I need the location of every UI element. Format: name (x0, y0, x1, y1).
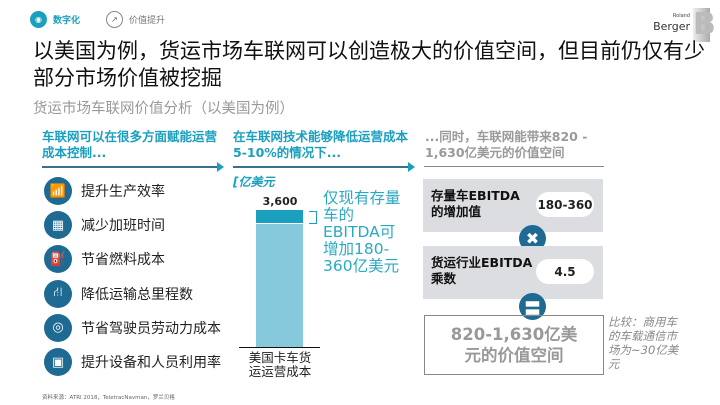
benefit-label: 节省驾驶员劳动力成本 (81, 320, 221, 337)
truck-icon: ▣ (44, 348, 72, 376)
tag-label: 数字化 (53, 16, 81, 26)
steering-wheel-icon: ◎ (44, 313, 72, 342)
bar-category-label: 美国卡车货运运营成本 (248, 350, 312, 379)
tag-digital: ◉ 数字化 (30, 11, 80, 28)
bracket (309, 211, 317, 224)
page-title: 以美国为例，货运市场车联网可以创造极大的价值空间，但目前仍仅有少部分市场价值被挖… (33, 39, 705, 90)
annotation-text: 仅现有存量车的EBITDA可增加180-360亿美元 (323, 189, 401, 275)
calendar-icon: ▦ (44, 211, 72, 240)
ebitda-increase-box: 存量车EBITDA的增加值 180-360 (423, 179, 603, 232)
benefit-item: ◎ 节省驾驶员劳动力成本 (44, 313, 221, 342)
comparison-note: 比较：商用车的车载通信市场为~30亿美元 (608, 315, 679, 371)
benefit-item: ⛙ 降低运输总里程数 (44, 279, 193, 308)
col3-divider (424, 166, 604, 167)
col3-header: ...同时，车联网能带来820 - 1,630亿美元的价值空间 (425, 129, 588, 160)
result-text: 820-1,630亿美元的价值空间 (450, 325, 578, 365)
x-axis-line (239, 347, 320, 348)
benefit-item: ▣ 提升设备和人员利用率 (44, 348, 221, 376)
col2-arrow (233, 162, 415, 172)
bar-highlight-segment (256, 210, 303, 224)
benefit-item: 📶 提升生产效率 (44, 177, 165, 205)
bar-value-label: 3,600 (262, 195, 298, 208)
benefit-label: 节省燃料成本 (81, 252, 165, 269)
col2-header: 在车联网技术能够降低运营成本5-10%的情况下... (233, 129, 409, 160)
value-growth-icon: ↗ (106, 11, 123, 28)
col1-header: 车联网可以在很多方面赋能运营成本控制... (42, 129, 218, 160)
benefit-item: ⛽ 节省燃料成本 (44, 245, 165, 274)
benefit-label: 降低运输总里程数 (81, 286, 193, 303)
box-value: 4.5 (536, 259, 594, 284)
ebitda-multiple-box: 货运行业EBITDA乘数 4.5 (423, 246, 603, 299)
road-icon: ⛙ (44, 279, 72, 308)
box-value: 180-360 (536, 192, 594, 217)
benefit-label: 减少加班时间 (81, 218, 165, 235)
roland-berger-logo: Roland Berger B (653, 7, 716, 42)
unit-label: [亿美元 (233, 175, 275, 189)
bar-total (256, 210, 303, 347)
chart-growth-icon: 📶 (44, 177, 72, 205)
page-subtitle: 货运市场车联网价值分析（以美国为例） (33, 101, 294, 117)
digital-icon: ◉ (30, 11, 47, 28)
benefit-label: 提升生产效率 (81, 184, 165, 200)
benefit-item: ▦ 减少加班时间 (44, 211, 165, 240)
tag-label: 价值提升 (129, 16, 166, 26)
source-footer: 资料来源：ATRI 2018，TeletracNavman，罗兰贝格 (42, 395, 175, 401)
col1-arrow (42, 162, 224, 172)
benefit-label: 提升设备和人员利用率 (81, 355, 221, 371)
result-box: 820-1,630亿美元的价值空间 (424, 315, 604, 375)
tag-value: ↗ 价值提升 (106, 11, 165, 28)
box-label: 存量车EBITDA的增加值 (431, 188, 520, 219)
box-label: 货运行业EBITDA乘数 (431, 255, 533, 286)
fuel-pump-icon: ⛽ (44, 245, 72, 274)
